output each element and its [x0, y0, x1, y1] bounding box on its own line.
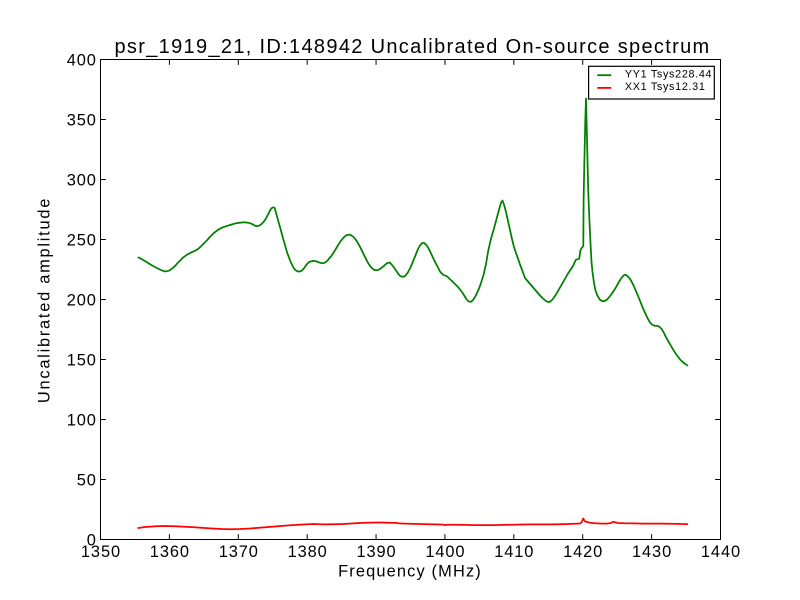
svg-text:100: 100	[67, 412, 97, 430]
svg-text:1400: 1400	[425, 543, 465, 561]
svg-text:XX1 Tsys12.31: XX1 Tsys12.31	[625, 81, 706, 93]
svg-text:200: 200	[67, 292, 97, 310]
svg-text:350: 350	[67, 112, 97, 130]
svg-text:150: 150	[67, 352, 97, 370]
svg-text:1390: 1390	[356, 543, 396, 561]
svg-text:Uncalibrated amplitude: Uncalibrated amplitude	[35, 197, 53, 403]
svg-text:YY1 Tsys228.44: YY1 Tsys228.44	[625, 68, 712, 80]
svg-text:250: 250	[67, 232, 97, 250]
svg-text:300: 300	[67, 172, 97, 190]
svg-text:1440: 1440	[701, 543, 741, 561]
svg-text:1370: 1370	[219, 543, 259, 561]
svg-text:50: 50	[77, 472, 97, 490]
svg-text:1420: 1420	[563, 543, 603, 561]
svg-text:psr_1919_21, ID:148942 Uncalib: psr_1919_21, ID:148942 Uncalibrated On-s…	[114, 36, 710, 58]
svg-text:0: 0	[87, 532, 97, 550]
svg-text:1350: 1350	[81, 543, 121, 561]
svg-text:1360: 1360	[150, 543, 190, 561]
svg-text:1380: 1380	[288, 543, 328, 561]
svg-text:1430: 1430	[632, 543, 672, 561]
svg-text:400: 400	[67, 52, 97, 70]
svg-text:Frequency (MHz): Frequency (MHz)	[338, 563, 482, 581]
svg-text:1410: 1410	[494, 543, 534, 561]
